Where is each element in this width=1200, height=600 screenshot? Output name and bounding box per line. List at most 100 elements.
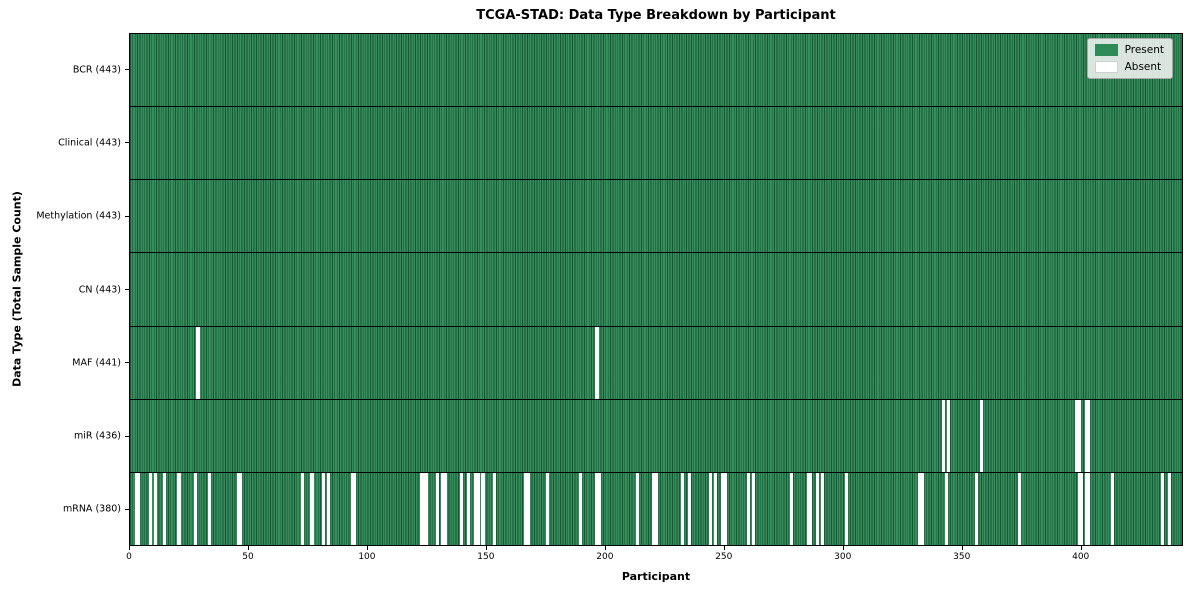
absent-swatch <box>1094 61 1118 73</box>
absent-bar <box>946 399 950 472</box>
absent-bar <box>975 472 979 545</box>
absent-bar <box>1077 472 1081 545</box>
ytick-mark <box>125 215 129 217</box>
xtick-mark <box>604 546 606 550</box>
absent-bar <box>476 472 480 545</box>
plot-area: Present Absent <box>129 33 1183 546</box>
absent-bar <box>236 472 240 545</box>
x-axis-label: Participant <box>621 570 691 583</box>
absent-bar <box>493 472 497 545</box>
absent-bar <box>747 472 751 545</box>
absent-bar <box>148 472 153 545</box>
absent-bar <box>1087 399 1091 472</box>
ytick-mark <box>125 435 129 437</box>
absent-bar <box>1087 472 1091 545</box>
absent-bar <box>1084 472 1088 545</box>
present-swatch <box>1094 44 1118 56</box>
absent-bar <box>806 472 810 545</box>
absent-bar <box>809 472 813 545</box>
xtick-mark <box>247 546 249 550</box>
absent-bar <box>1167 472 1171 545</box>
ytick-mark <box>125 289 129 290</box>
absent-bar <box>467 472 471 545</box>
absent-bar <box>153 472 157 545</box>
absent-bar <box>578 472 582 545</box>
xtick-label-100: 100 <box>358 552 376 562</box>
absent-bar <box>422 472 426 545</box>
heatmap-row-CN <box>130 253 1182 327</box>
absent-bar <box>134 472 138 545</box>
xtick-mark <box>842 546 844 550</box>
legend: Present Absent <box>1086 38 1173 79</box>
xtick-label-150: 150 <box>477 552 495 562</box>
absent-bar <box>163 472 167 545</box>
absent-bar <box>1077 399 1081 472</box>
xtick-mark <box>1080 546 1082 550</box>
absent-bar <box>688 472 692 545</box>
heatmap-row-MAF <box>130 326 1182 400</box>
heatmap-row-mRNA <box>130 472 1182 545</box>
xtick-label-50: 50 <box>242 552 254 562</box>
absent-bar <box>944 472 948 545</box>
ytick-label-Methylation: Methylation (443) <box>36 210 121 222</box>
ytick-mark <box>125 142 129 144</box>
xtick-mark <box>961 546 963 550</box>
absent-bar <box>322 472 326 545</box>
absent-bar <box>1084 399 1088 472</box>
xtick-label-350: 350 <box>953 552 971 562</box>
absent-bar <box>137 472 141 545</box>
ytick-label-BCR: BCR (443) <box>72 64 121 76</box>
absent-bar <box>524 472 528 545</box>
heatmap-row-miR <box>130 399 1182 473</box>
ytick-label-MAF: MAF (441) <box>72 357 121 369</box>
absent-bar <box>460 472 464 545</box>
heatmap-row-Clinical <box>130 107 1182 181</box>
absent-bar <box>714 472 718 545</box>
heatmap-row-BCR <box>130 34 1182 108</box>
absent-bar <box>424 472 428 545</box>
ytick-mark <box>125 362 129 364</box>
absent-bar <box>350 472 354 545</box>
xtick-mark <box>723 546 725 550</box>
absent-bar <box>177 472 181 545</box>
absent-bar <box>680 472 684 545</box>
xtick-label-200: 200 <box>596 552 614 562</box>
absent-bar <box>481 472 485 545</box>
absent-bar <box>709 472 713 545</box>
absent-bar <box>652 472 656 545</box>
absent-bar <box>1018 472 1022 545</box>
absent-bar <box>545 472 549 545</box>
ytick-label-miR: miR (436) <box>73 430 121 442</box>
absent-bar <box>327 472 331 545</box>
absent-bar <box>1160 472 1164 545</box>
xtick-mark <box>366 546 368 550</box>
absent-bar <box>239 472 243 545</box>
absent-bar <box>310 472 314 545</box>
absent-bar <box>816 472 820 545</box>
absent-bar <box>208 472 212 545</box>
absent-bar <box>723 472 727 545</box>
xtick-mark <box>485 546 487 550</box>
absent-bar <box>419 472 423 545</box>
heatmap-row-Methylation <box>130 180 1182 254</box>
legend-item-present: Present <box>1094 44 1164 56</box>
xtick-mark <box>129 546 130 550</box>
ytick-label-mRNA: mRNA (380) <box>62 503 121 515</box>
xtick-label-0: 0 <box>126 552 132 562</box>
absent-bar <box>1075 399 1079 472</box>
absent-bar <box>595 326 599 399</box>
ytick-mark <box>125 508 129 510</box>
absent-bar <box>595 472 599 545</box>
ytick-label-CN: CN (443) <box>78 284 121 295</box>
ytick-mark <box>125 69 129 71</box>
absent-bar <box>721 472 725 545</box>
xtick-label-400: 400 <box>1072 552 1090 562</box>
absent-bar <box>821 472 825 545</box>
xtick-label-300: 300 <box>834 552 852 562</box>
absent-bar <box>980 399 984 472</box>
absent-bar <box>597 472 601 545</box>
absent-bar <box>844 472 848 545</box>
xtick-label-250: 250 <box>715 552 733 562</box>
absent-bar <box>441 472 445 545</box>
